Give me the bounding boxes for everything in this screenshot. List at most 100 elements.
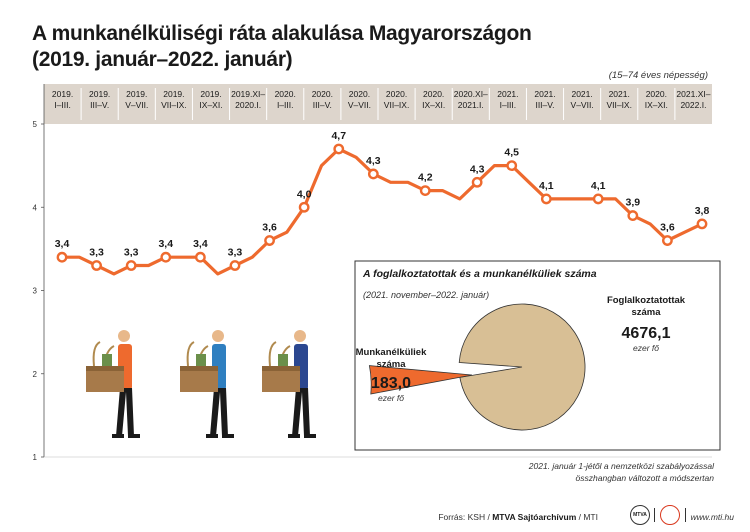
period-label-year: 2021.XI– (676, 89, 710, 99)
period-label-year: 2019. (89, 89, 110, 99)
data-label: 4,7 (331, 130, 346, 142)
period-label-year: 2020. (646, 89, 667, 99)
data-point (194, 251, 206, 263)
period-label-year: 2020. (423, 89, 444, 99)
data-label: 3,4 (193, 238, 208, 250)
period-label-months: V–VII. (571, 100, 594, 110)
data-point (540, 193, 552, 205)
data-point (56, 251, 68, 263)
period-label-year: 2021. (497, 89, 518, 99)
period-label-year: 2020. (386, 89, 407, 99)
data-label: 3,9 (626, 197, 641, 209)
y-tick-label: 3 (33, 287, 38, 296)
footnote-line-1: 2021. január 1-jétől a nemzetközi szabál… (528, 461, 714, 471)
methodology-footnote: 2021. január 1-jétől a nemzetközi szabál… (529, 460, 714, 484)
period-label-year: 2019. (126, 89, 147, 99)
data-point (627, 210, 639, 221)
data-label: 3,6 (262, 222, 277, 234)
data-point (506, 160, 518, 172)
source-prefix: Forrás: KSH / (438, 512, 493, 522)
unemployed-unit: ezer fő (378, 393, 404, 403)
pie-slice-unemployed (368, 365, 473, 395)
site-url[interactable]: www.mti.hu (690, 512, 734, 522)
period-label-months: VII–IX. (384, 100, 410, 110)
period-label-year: 2019.XI– (231, 89, 265, 99)
inset-subtitle: (2021. november–2022. január) (363, 290, 490, 300)
employed-label: Foglalkoztatottak (607, 295, 686, 306)
data-label: 3,4 (158, 238, 173, 250)
data-label: 4,1 (591, 180, 606, 192)
period-label-year: 2019. (52, 89, 73, 99)
data-label: 3,8 (695, 205, 710, 217)
data-label: 4,3 (470, 163, 485, 175)
unemployed-label-2: száma (376, 359, 406, 370)
data-point (298, 201, 310, 213)
period-label-year: 2019. (200, 89, 221, 99)
employed-value: 4676,1 (622, 325, 671, 342)
inset-title: A foglalkoztatottak és a munkanélküliek … (363, 268, 597, 280)
unemployment-rate-line (62, 147, 703, 276)
data-point (662, 235, 673, 246)
pie-slice-employed (458, 303, 586, 431)
divider (654, 508, 655, 522)
period-label-months: V–VII. (125, 100, 148, 110)
y-tick-label: 1 (33, 453, 38, 462)
data-point (264, 235, 275, 246)
worker-with-box-illustration (262, 330, 316, 438)
data-point (125, 260, 137, 271)
period-label-year: 2020. (349, 89, 370, 99)
period-label-year: 2021. (534, 89, 555, 99)
unemployed-label: Munkanélküliek (356, 347, 427, 358)
mtva-logo: MTVA (630, 505, 650, 525)
data-label: 3,3 (89, 247, 104, 259)
divider (685, 508, 686, 522)
period-label-year: 2020. (275, 89, 296, 99)
data-point (333, 143, 345, 155)
data-label: 3,3 (124, 247, 139, 259)
period-label-year: 2021. (609, 89, 630, 99)
footnote-line-2: összhangban változott a módszertan (575, 473, 714, 483)
population-note: (15–74 éves népesség) (608, 70, 708, 81)
y-tick-label: 2 (33, 370, 38, 379)
source-credit: Forrás: KSH / MTVA Sajtóarchívum / MTI (438, 512, 598, 522)
data-label: 4,1 (539, 180, 554, 192)
chart-subtitle: (2019. január–2022. január) (32, 48, 293, 71)
period-label-year: 2020. (312, 89, 333, 99)
chart-title: A munkanélküliségi ráta alakulása Magyar… (32, 22, 532, 45)
data-point (160, 251, 172, 263)
period-label-months: III–V. (90, 100, 109, 110)
period-label-months: 2021.I. (458, 100, 484, 110)
data-point (592, 193, 604, 205)
period-label-year: 2020.XI– (454, 89, 488, 99)
data-point (91, 260, 102, 271)
period-label-months: IX–XI. (422, 100, 445, 110)
data-label: 4,2 (418, 172, 433, 184)
data-point (419, 185, 431, 197)
period-label-year: 2021. (571, 89, 592, 99)
period-label-months: III–V. (535, 100, 554, 110)
employed-unit: ezer fő (633, 343, 659, 353)
period-label-months: III–V. (313, 100, 332, 110)
worker-with-box-illustration (86, 330, 140, 438)
period-label-year: 2019. (163, 89, 184, 99)
period-label-months: IX–XI. (645, 100, 668, 110)
worker-with-box-illustration (180, 330, 234, 438)
unemployed-value: 183,0 (371, 375, 411, 392)
period-label-months: IX–XI. (199, 100, 222, 110)
period-label-months: I–III. (500, 100, 517, 110)
data-label: 3,4 (55, 238, 70, 250)
data-point (696, 218, 708, 230)
employed-label-2: száma (631, 307, 661, 318)
data-label: 4,0 (297, 188, 312, 200)
data-label: 3,6 (660, 222, 675, 234)
period-label-months: 2022.I. (680, 100, 706, 110)
y-tick-label: 5 (33, 120, 38, 129)
source-suffix: / MTI (576, 512, 598, 522)
data-point (471, 176, 483, 188)
period-label-months: VII–IX. (161, 100, 187, 110)
data-label: 4,3 (366, 155, 381, 167)
period-label-months: 2020.I. (235, 100, 261, 110)
mti-logo (660, 505, 680, 525)
